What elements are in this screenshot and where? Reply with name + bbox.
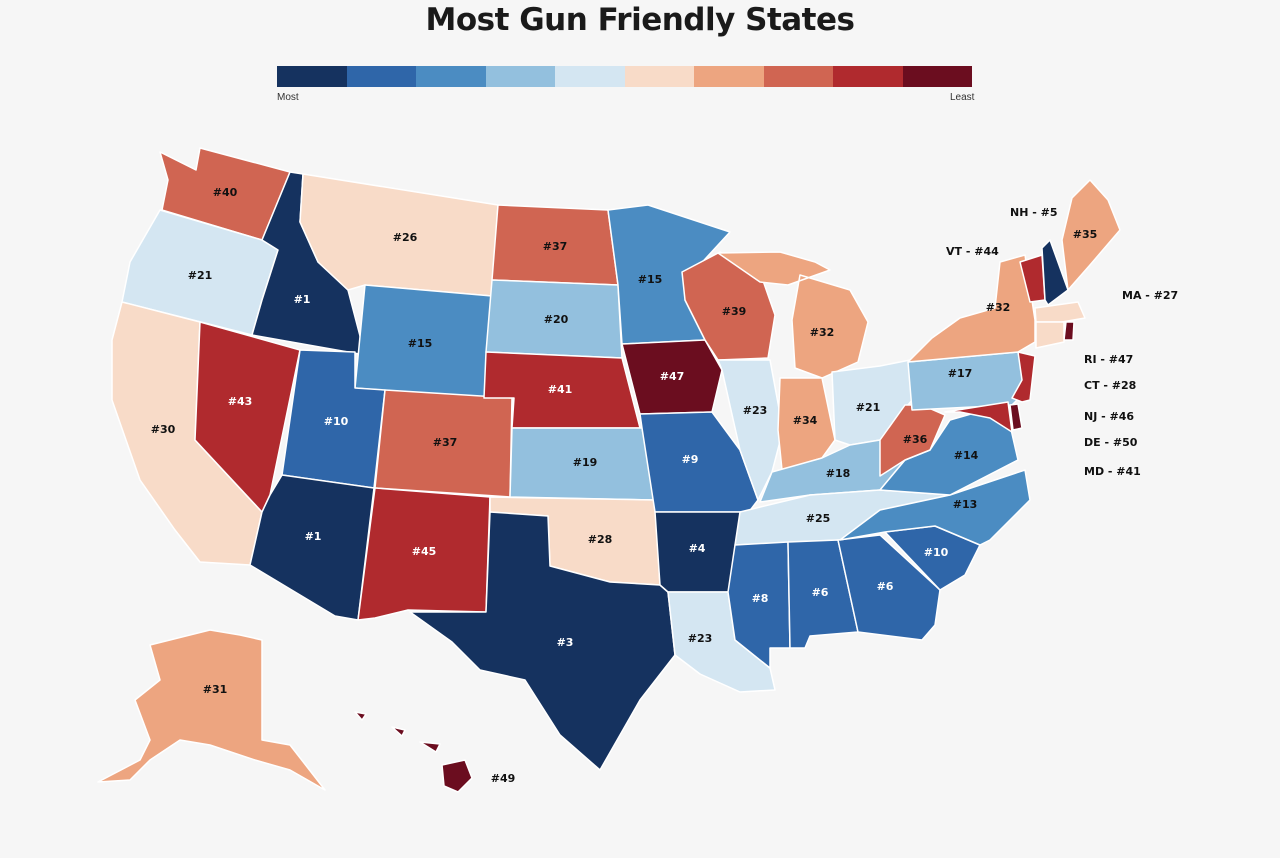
legend-swatch-1 xyxy=(277,66,347,87)
state-callout-vt: VT - #44 xyxy=(946,245,999,258)
state-label-wa: #40 xyxy=(213,186,238,199)
state-az xyxy=(249,474,375,621)
state-label-wv: #36 xyxy=(903,433,928,446)
state-label-ar: #4 xyxy=(689,542,706,555)
state-label-ne: #41 xyxy=(548,383,573,396)
state-label-tx: #3 xyxy=(557,636,574,649)
state-ri xyxy=(1063,321,1075,341)
state-hi xyxy=(354,711,473,793)
state-label-nd: #37 xyxy=(543,240,568,253)
state-callout-nh: NH - #5 xyxy=(1010,206,1058,219)
state-label-ut: #10 xyxy=(324,415,349,428)
legend-swatch-6 xyxy=(624,66,694,87)
state-label-la: #23 xyxy=(688,632,713,645)
state-label-ny: #32 xyxy=(986,301,1011,314)
state-ma xyxy=(1034,301,1086,323)
state-label-mo: #9 xyxy=(682,453,699,466)
color-legend xyxy=(277,66,972,87)
state-label-sd: #20 xyxy=(544,313,569,326)
state-label-ak: #31 xyxy=(203,683,228,696)
state-nc xyxy=(839,469,1031,546)
state-nj xyxy=(1011,351,1036,403)
state-callout-md: MD - #41 xyxy=(1084,465,1141,478)
state-tx xyxy=(409,511,676,771)
state-label-ia: #47 xyxy=(660,370,685,383)
state-de xyxy=(1009,403,1023,431)
legend-swatch-5 xyxy=(555,66,625,87)
legend-swatch-3 xyxy=(416,66,486,87)
state-wv xyxy=(879,404,946,477)
state-label-nv: #43 xyxy=(228,395,253,408)
state-label-oh: #21 xyxy=(856,401,881,414)
state-label-me: #35 xyxy=(1073,228,1098,241)
state-label-ca: #30 xyxy=(151,423,176,436)
state-label-va: #14 xyxy=(954,449,979,462)
state-nh xyxy=(1041,239,1069,306)
state-label-ok: #28 xyxy=(588,533,613,546)
legend-swatch-9 xyxy=(833,66,903,87)
map-title: Most Gun Friendly States xyxy=(425,2,855,38)
state-il xyxy=(717,359,784,501)
state-label-ky: #18 xyxy=(826,467,851,480)
legend-swatch-4 xyxy=(485,66,555,87)
state-callout-de: DE - #50 xyxy=(1084,436,1138,449)
state-label-or: #21 xyxy=(188,269,213,282)
state-label-al: #6 xyxy=(812,586,829,599)
legend-swatch-8 xyxy=(763,66,833,87)
state-label-in: #34 xyxy=(793,414,818,427)
state-mi xyxy=(717,251,869,379)
state-label-wy: #15 xyxy=(408,337,433,350)
state-ga xyxy=(837,534,941,641)
state-label-mn: #15 xyxy=(638,273,663,286)
state-label-ks: #19 xyxy=(573,456,598,469)
state-md xyxy=(944,401,1013,433)
legend-swatch-7 xyxy=(694,66,764,87)
state-ia xyxy=(621,339,723,415)
state-ak xyxy=(97,629,326,791)
legend-swatch-2 xyxy=(346,66,416,87)
state-me xyxy=(1061,179,1121,291)
state-ny xyxy=(907,254,1036,363)
state-label-wi: #39 xyxy=(722,305,747,318)
state-label-mt: #26 xyxy=(393,231,418,244)
state-label-ga: #6 xyxy=(877,580,894,593)
state-label-id: #1 xyxy=(294,293,311,306)
state-callout-ma: MA - #27 xyxy=(1122,289,1178,302)
legend-high-label: Least xyxy=(950,92,975,103)
state-callout-nj: NJ - #46 xyxy=(1084,410,1134,423)
legend-swatch-10 xyxy=(902,66,972,87)
state-label-mi: #32 xyxy=(810,326,835,339)
state-label-hi: #49 xyxy=(491,772,516,785)
state-callout-ct: CT - #28 xyxy=(1084,379,1136,392)
state-label-az: #1 xyxy=(305,530,322,543)
legend-low-label: Most xyxy=(277,92,299,103)
state-label-ms: #8 xyxy=(752,592,769,605)
state-label-nc: #13 xyxy=(953,498,978,511)
state-label-nm: #45 xyxy=(412,545,437,558)
state-label-pa: #17 xyxy=(948,367,973,380)
state-ct xyxy=(1035,321,1065,349)
state-label-il: #23 xyxy=(743,404,768,417)
state-label-tn: #25 xyxy=(806,512,831,525)
state-callout-ri: RI - #47 xyxy=(1084,353,1133,366)
state-label-co: #37 xyxy=(433,436,458,449)
state-label-sc: #10 xyxy=(924,546,949,559)
